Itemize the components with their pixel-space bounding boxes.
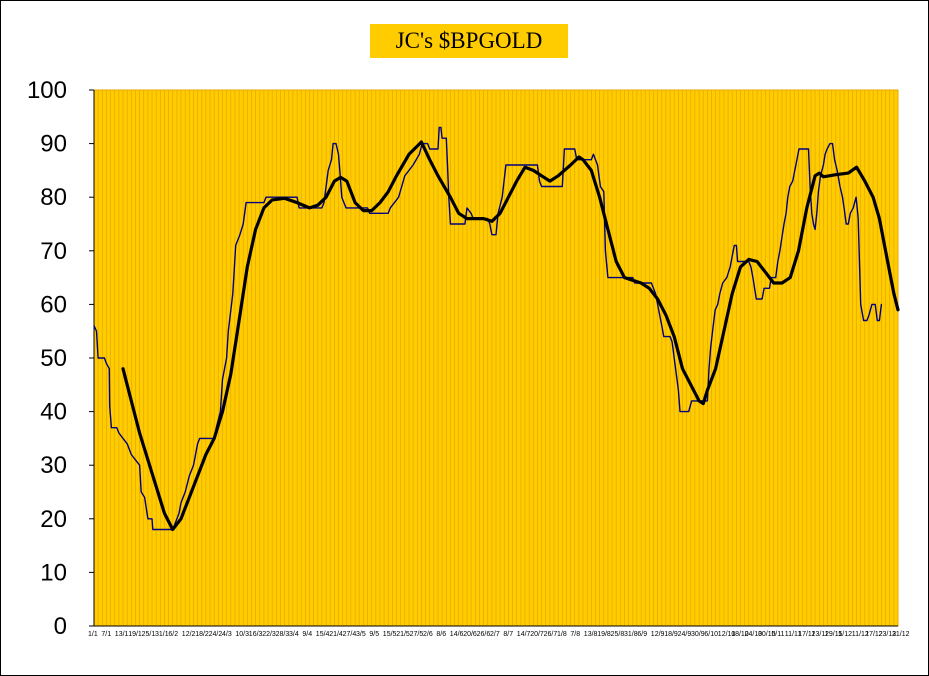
x-tick-label: 18/10	[731, 631, 749, 638]
x-tick-label: 31/12	[892, 631, 910, 638]
x-tick-label: 24/10	[745, 631, 763, 638]
x-tick-label: 8/7	[503, 631, 513, 638]
x-tick-label: 6/9	[637, 631, 647, 638]
x-tick-label: 5/12	[838, 631, 852, 638]
x-tick-label: 5/11	[771, 631, 784, 638]
x-tick-label: 14/7	[517, 631, 531, 638]
x-tick-label: 2/7	[490, 631, 500, 638]
x-tick-label: 28/3	[276, 631, 290, 638]
x-tick-label: 16/3	[249, 631, 263, 638]
x-tick-label: 21/5	[396, 631, 410, 638]
x-tick-label: 18/2	[195, 631, 209, 638]
x-tick-label: 3/4	[289, 631, 299, 638]
y-tick-label: 40	[40, 399, 67, 426]
x-tick-label: 3/5	[356, 631, 366, 638]
x-tick-label: 8/6	[436, 631, 446, 638]
x-tick-label: 13/1	[115, 631, 129, 638]
x-tick-label: 9/4	[302, 631, 312, 638]
y-tick-label: 60	[40, 291, 67, 318]
y-tick-label: 100	[27, 77, 67, 104]
x-tick-label: 22/3	[262, 631, 276, 638]
x-tick-label: 10/3	[235, 631, 249, 638]
x-tick-label: 26/7	[544, 631, 558, 638]
x-tick-label: 4/3	[222, 631, 232, 638]
x-tick-label: 24/9	[678, 631, 692, 638]
x-tick-label: 30/9	[691, 631, 705, 638]
x-tick-label: 21/4	[329, 631, 343, 638]
x-tick-label: 11/11	[785, 631, 802, 638]
x-tick-label: 13/8	[584, 631, 598, 638]
x-tick-label: 6/2	[168, 631, 178, 638]
x-tick-label: 20/6	[463, 631, 477, 638]
x-tick-label: 19/8	[597, 631, 611, 638]
x-tick-label: 29/11	[825, 631, 842, 638]
smoothed-series-line	[121, 140, 900, 532]
y-tick-label: 0	[54, 613, 67, 640]
x-tick-label: 12/10	[718, 631, 736, 638]
x-tick-label: 23/11	[812, 631, 829, 638]
x-tick-label: 14/6	[450, 631, 464, 638]
x-tick-label: 24/2	[209, 631, 223, 638]
x-tick-label: 31/8	[624, 631, 638, 638]
x-tick-label: 15/5	[383, 631, 397, 638]
y-tick-label: 50	[40, 345, 67, 372]
x-tick-label: 17/11	[798, 631, 815, 638]
x-tick-label: 23/12	[879, 631, 897, 638]
x-tick-label: 26/6	[477, 631, 491, 638]
x-tick-label: 1/1	[88, 631, 98, 638]
x-tick-label: 12/2	[182, 631, 196, 638]
x-tick-label: 25/8	[611, 631, 625, 638]
y-tick-label: 20	[40, 506, 67, 533]
x-tick-label: 6/10	[704, 631, 718, 638]
x-tick-label: 15/4	[316, 631, 330, 638]
x-tick-label: 25/1	[142, 631, 156, 638]
y-tick-label: 10	[40, 559, 67, 586]
x-tick-label: 19/1	[128, 631, 142, 638]
x-tick-label: 7/1	[101, 631, 111, 638]
x-tick-label: 27/5	[410, 631, 424, 638]
x-tick-label: 31/1	[155, 631, 169, 638]
y-tick-label: 70	[40, 238, 67, 265]
y-tick-label: 90	[40, 131, 67, 158]
x-tick-label: 20/7	[530, 631, 544, 638]
x-tick-label: 30/10	[758, 631, 776, 638]
x-tick-label: 7/8	[570, 631, 580, 638]
x-tick-label: 17/12	[865, 631, 883, 638]
x-tick-label: 18/9	[664, 631, 678, 638]
x-tick-label: 2/6	[423, 631, 433, 638]
y-tick-label: 30	[40, 452, 67, 479]
x-tick-label: 9/5	[369, 631, 379, 638]
x-tick-label: 1/8	[557, 631, 567, 638]
y-tick-label: 80	[40, 184, 67, 211]
x-tick-label: 27/4	[343, 631, 357, 638]
x-tick-label: 12/9	[651, 631, 665, 638]
x-tick-label: 11/12	[852, 631, 869, 638]
chart-title: JC's $BPGOLD	[370, 24, 568, 58]
